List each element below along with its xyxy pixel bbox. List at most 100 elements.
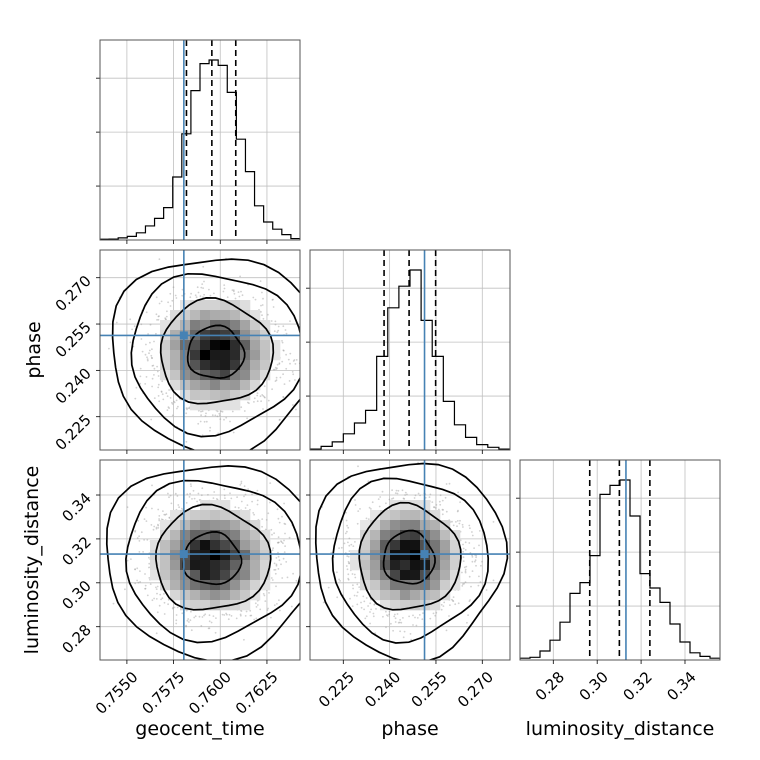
- sample-point: [216, 415, 219, 418]
- sample-point: [357, 510, 360, 512]
- sample-point: [295, 579, 298, 582]
- sample-point: [274, 323, 277, 326]
- density-cell: [200, 510, 211, 521]
- sample-point: [336, 596, 339, 599]
- sample-point: [178, 506, 181, 509]
- sample-point: [442, 509, 444, 511]
- density-cell: [440, 590, 451, 601]
- density-cell: [200, 360, 211, 371]
- sample-point: [254, 602, 257, 605]
- sample-point: [276, 367, 278, 370]
- sample-point: [457, 509, 459, 512]
- sample-point: [200, 410, 202, 413]
- sample-point: [170, 502, 173, 505]
- sample-point: [243, 638, 245, 641]
- sample-point: [196, 500, 199, 503]
- y-axis-label-luminosity-distance: luminosity_distance: [21, 466, 43, 655]
- sample-point: [171, 401, 173, 404]
- sample-point: [399, 630, 401, 633]
- sample-point: [166, 395, 169, 398]
- density-cell: [380, 530, 391, 541]
- sample-point: [295, 408, 297, 411]
- sample-point: [149, 323, 152, 326]
- density-cell: [210, 540, 221, 551]
- sample-point: [464, 568, 467, 571]
- sample-point: [158, 315, 160, 317]
- sample-point: [345, 519, 348, 522]
- sample-point: [222, 290, 225, 293]
- density-cell: [170, 310, 181, 321]
- sample-point: [232, 290, 235, 293]
- density-cell: [240, 320, 251, 331]
- density-cell: [260, 550, 271, 561]
- sample-point: [166, 310, 168, 313]
- sample-point: [304, 331, 306, 333]
- sample-point: [367, 605, 369, 607]
- sample-point: [440, 608, 443, 611]
- density-cell: [190, 600, 201, 611]
- sample-point: [264, 528, 267, 531]
- density-cell: [430, 550, 441, 561]
- density-cell: [220, 350, 231, 361]
- sample-point: [347, 578, 350, 581]
- sample-point: [271, 549, 274, 552]
- sample-point: [146, 359, 149, 362]
- sample-point: [475, 564, 477, 567]
- sample-point: [259, 608, 262, 611]
- sample-point: [139, 382, 142, 385]
- sample-point: [164, 317, 167, 319]
- density-cell: [240, 560, 251, 571]
- density-cell: [260, 340, 271, 351]
- sample-point: [277, 568, 280, 570]
- sample-point: [303, 618, 305, 620]
- density-cell: [190, 510, 201, 521]
- sample-point: [412, 624, 414, 626]
- x-tick-label: 0.270: [454, 668, 497, 711]
- sample-point: [156, 319, 158, 321]
- sample-point: [279, 418, 281, 421]
- density-cell: [190, 590, 201, 601]
- sample-point: [388, 613, 390, 616]
- sample-point: [277, 551, 279, 554]
- sample-point: [391, 498, 393, 500]
- contour-line: [105, 465, 300, 660]
- density-cell: [170, 370, 181, 381]
- density-cell: [220, 390, 231, 401]
- density-cell: [160, 320, 171, 331]
- sample-point: [145, 311, 148, 314]
- sample-point: [201, 616, 204, 618]
- density-cell: [160, 350, 171, 361]
- sample-point: [281, 341, 284, 344]
- density-cell: [200, 520, 211, 531]
- density-cell: [230, 580, 241, 591]
- sample-point: [137, 519, 140, 522]
- density-cell: [180, 320, 191, 331]
- sample-point: [402, 636, 405, 639]
- sample-point: [302, 557, 304, 559]
- sample-point: [226, 296, 229, 299]
- sample-point: [433, 506, 436, 509]
- sample-point: [200, 286, 203, 289]
- sample-point: [346, 524, 348, 527]
- sample-point: [275, 379, 278, 382]
- sample-point: [439, 503, 442, 506]
- sample-point: [157, 315, 160, 318]
- sample-point: [150, 524, 153, 526]
- density-cell: [230, 380, 241, 391]
- sample-point: [377, 498, 380, 500]
- sample-point: [157, 383, 160, 386]
- sample-point: [144, 587, 147, 590]
- sample-point: [260, 304, 262, 307]
- sample-point: [156, 592, 158, 595]
- density-cell: [230, 540, 241, 551]
- sample-point: [396, 492, 399, 495]
- sample-point: [223, 284, 226, 286]
- sample-point: [273, 604, 276, 607]
- sample-point: [156, 611, 159, 614]
- sample-point: [285, 561, 288, 563]
- sample-point: [416, 617, 419, 619]
- sample-point: [414, 494, 417, 497]
- sample-point: [262, 593, 265, 595]
- sample-point: [186, 493, 189, 496]
